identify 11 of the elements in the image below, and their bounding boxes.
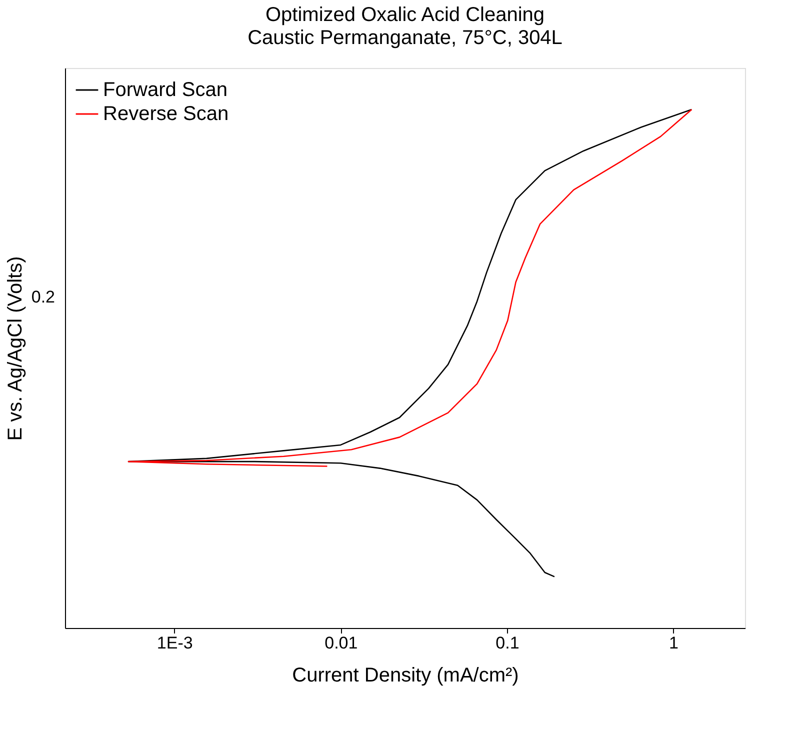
- x-tick-label: 0.1: [496, 634, 520, 652]
- legend-label: Forward Scan: [103, 79, 228, 101]
- x-tick-label: 0.01: [324, 634, 358, 652]
- legend-label: Reverse Scan: [103, 103, 229, 125]
- x-tick-label: 1: [669, 634, 678, 652]
- x-tick-label: 1E-3: [156, 634, 193, 652]
- x-axis-title: Current Density (mA/cm²): [292, 664, 519, 686]
- chart-title: Optimized Oxalic Acid Cleaning: [265, 4, 545, 26]
- text: 0.2: [31, 288, 55, 307]
- chart-subtitle: Caustic Permanganate, 75°C, 304L: [248, 27, 562, 49]
- y-axis-title: E vs. Ag/AgCl (Volts): [4, 256, 26, 441]
